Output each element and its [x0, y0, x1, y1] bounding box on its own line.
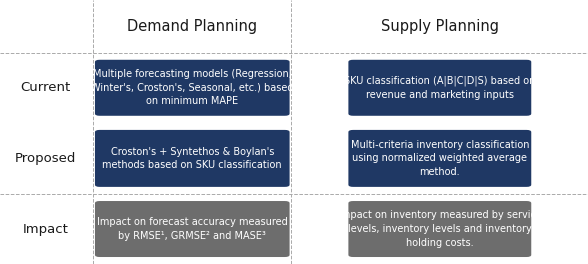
Text: SKU classification (A|B|C|D|S) based on
revenue and marketing inputs: SKU classification (A|B|C|D|S) based on …: [344, 76, 536, 100]
Text: Supply Planning: Supply Planning: [381, 19, 499, 34]
Text: Multiple forecasting models (Regression,
Winter's, Croston's, Seasonal, etc.) ba: Multiple forecasting models (Regression,…: [91, 69, 293, 106]
Text: Multi-criteria inventory classification
using normalized weighted average
method: Multi-criteria inventory classification …: [350, 140, 529, 177]
Text: Impact on forecast accuracy measured
by RMSE¹, GRMSE² and MASE³: Impact on forecast accuracy measured by …: [97, 217, 288, 241]
FancyBboxPatch shape: [95, 201, 290, 257]
Text: Current: Current: [21, 81, 71, 94]
FancyBboxPatch shape: [95, 130, 290, 187]
FancyBboxPatch shape: [348, 201, 532, 257]
Text: Impact on inventory measured by service
levels, inventory levels and inventory
h: Impact on inventory measured by service …: [338, 210, 542, 248]
FancyBboxPatch shape: [95, 60, 290, 116]
Text: Demand Planning: Demand Planning: [127, 19, 258, 34]
Text: Impact: Impact: [23, 223, 69, 235]
FancyBboxPatch shape: [348, 130, 532, 187]
Text: Croston's + Syntethos & Boylan's
methods based on SKU classification: Croston's + Syntethos & Boylan's methods…: [102, 147, 282, 170]
Text: Proposed: Proposed: [15, 152, 76, 165]
FancyBboxPatch shape: [348, 60, 532, 116]
